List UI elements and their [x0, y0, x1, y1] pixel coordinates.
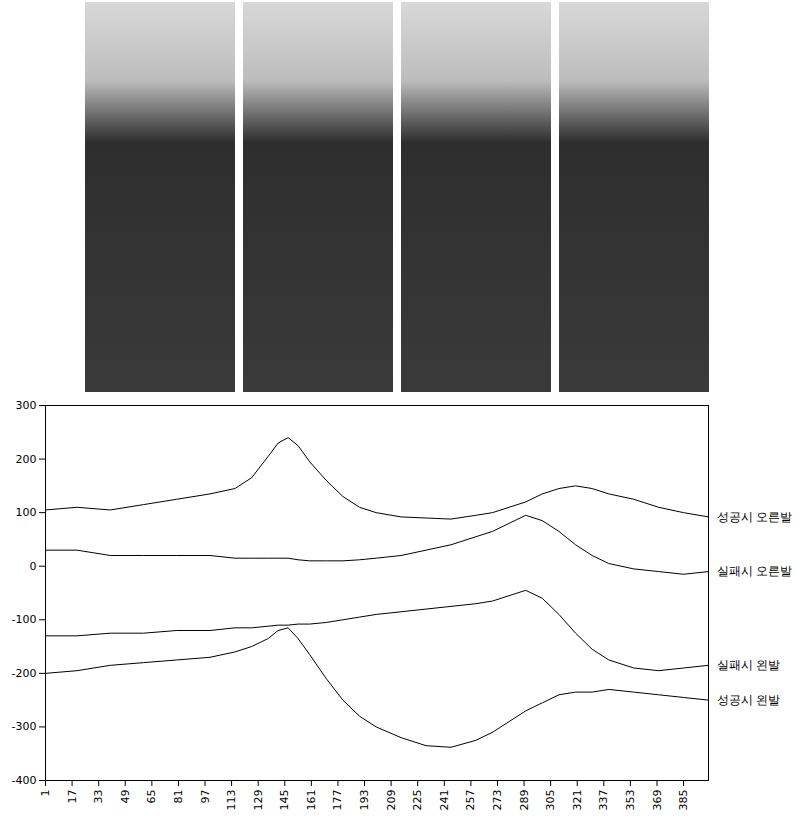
- svg-text:성공시 오른발: 성공시 오른발: [717, 510, 793, 524]
- svg-text:289: 289: [518, 790, 531, 811]
- svg-text:321: 321: [571, 790, 584, 811]
- svg-text:145: 145: [278, 790, 291, 811]
- svg-text:193: 193: [358, 790, 371, 811]
- svg-text:100: 100: [16, 506, 37, 519]
- svg-text:1: 1: [39, 790, 52, 797]
- svg-text:161: 161: [305, 790, 318, 811]
- svg-text:113: 113: [225, 790, 238, 811]
- svg-text:129: 129: [252, 790, 265, 811]
- svg-text:49: 49: [119, 790, 132, 804]
- svg-text:97: 97: [199, 790, 212, 804]
- svg-text:385: 385: [677, 790, 690, 811]
- svg-text:실패시 오른발: 실패시 오른발: [717, 564, 793, 578]
- svg-text:225: 225: [411, 790, 424, 811]
- svg-text:337: 337: [597, 790, 610, 811]
- svg-text:241: 241: [438, 790, 451, 811]
- svg-text:-300: -300: [12, 720, 37, 733]
- svg-text:성공시 왼발: 성공시 왼발: [717, 693, 781, 707]
- svg-text:257: 257: [464, 790, 477, 811]
- svg-text:369: 369: [651, 790, 664, 811]
- svg-text:0: 0: [30, 560, 37, 573]
- svg-text:305: 305: [544, 790, 557, 811]
- svg-text:300: 300: [16, 399, 37, 412]
- svg-text:177: 177: [331, 790, 344, 811]
- svg-text:-100: -100: [12, 613, 37, 626]
- svg-text:200: 200: [16, 453, 37, 466]
- svg-text:273: 273: [491, 790, 504, 811]
- svg-text:17: 17: [66, 790, 79, 804]
- svg-text:33: 33: [92, 790, 105, 804]
- svg-text:353: 353: [624, 790, 637, 811]
- svg-text:-400: -400: [12, 774, 37, 787]
- svg-text:65: 65: [145, 790, 158, 804]
- svg-text:81: 81: [172, 790, 185, 804]
- svg-text:실패시 왼발: 실패시 왼발: [717, 658, 781, 672]
- svg-text:209: 209: [385, 790, 398, 811]
- svg-text:-200: -200: [12, 667, 37, 680]
